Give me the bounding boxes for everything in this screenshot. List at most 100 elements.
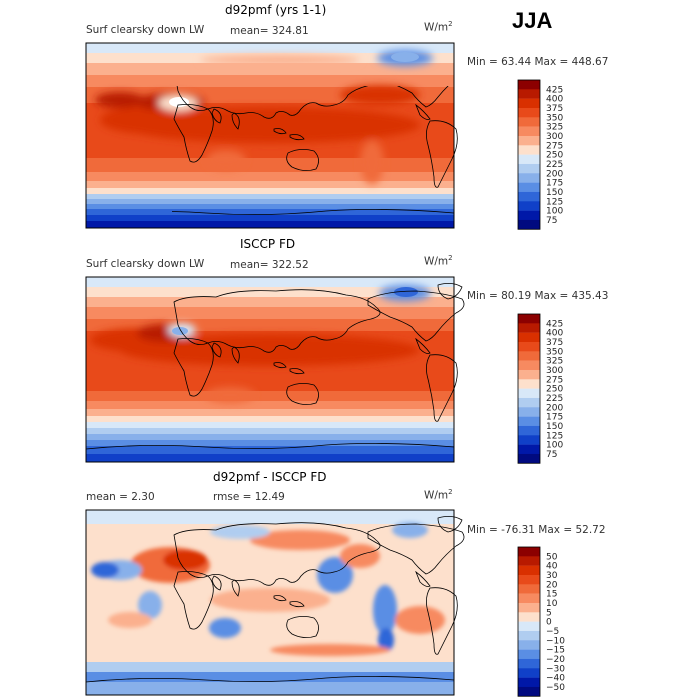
panel-1-map <box>86 43 454 228</box>
colorbar-swatch <box>518 453 540 464</box>
colorbar-swatch <box>518 565 540 576</box>
colorbar-tick-label: 200 <box>546 403 563 413</box>
colorbar-swatch <box>518 677 540 688</box>
colorbar-tick-label: 400 <box>546 329 563 339</box>
colorbar-swatch <box>518 435 540 445</box>
colorbar-swatch <box>518 191 540 202</box>
panel-1-minmax: Min = 63.44 Max = 448.67 <box>467 56 609 68</box>
colorbar-tick-label: 20 <box>546 580 558 590</box>
colorbar-swatch <box>518 117 540 127</box>
colorbar-tick-label: 10 <box>546 599 558 609</box>
panel-3-map <box>86 510 454 695</box>
colorbar-tick-label: 300 <box>546 366 563 376</box>
colorbar-tick-label: 225 <box>546 160 563 170</box>
colorbar-swatch <box>518 640 540 650</box>
panel-2-subtitle: Surf clearsky down LW <box>86 258 205 270</box>
panel-3-rmse: rmse = 12.49 <box>213 491 285 503</box>
colorbar-tick-label: 375 <box>546 104 563 114</box>
colorbar-swatch <box>518 323 540 333</box>
panel-1-frame <box>85 42 455 229</box>
colorbar-tick-label: 5 <box>546 608 552 618</box>
colorbar-tick-label: −5 <box>546 627 559 637</box>
colorbar-tick-label: 100 <box>546 441 563 451</box>
colorbar-tick-label: 125 <box>546 197 563 207</box>
colorbar-swatch <box>518 332 540 343</box>
colorbar-swatch <box>518 686 540 697</box>
colorbar-tick-label: −40 <box>546 674 565 684</box>
colorbar-frame <box>517 79 541 230</box>
colorbar-swatch <box>518 649 540 660</box>
colorbar-tick-label: 375 <box>546 338 563 348</box>
colorbar-tick-label: 200 <box>546 169 563 179</box>
panel-3-minmax: Min = -76.31 Max = 52.72 <box>467 524 606 536</box>
colorbar-tick-label: 225 <box>546 394 563 404</box>
colorbar-tick-label: 425 <box>546 319 563 329</box>
colorbar-swatch <box>518 154 540 165</box>
colorbar-swatch <box>518 173 540 183</box>
colorbar-tick-label: 350 <box>546 113 563 123</box>
colorbar-swatch <box>518 444 540 455</box>
colorbar-swatch <box>518 574 540 585</box>
colorbar-tick-label: −30 <box>546 664 565 674</box>
colorbar-swatch <box>518 80 540 90</box>
panel-3-title: d92pmf - ISCCP FD <box>213 470 327 484</box>
colorbar-swatch <box>518 388 540 399</box>
colorbar-tick-label: 40 <box>546 562 558 572</box>
colorbar-swatch <box>518 621 540 632</box>
colorbar-tick-label: 50 <box>546 552 558 562</box>
colorbar-swatch <box>518 201 540 211</box>
colorbar-tick-label: 75 <box>546 216 557 226</box>
panel-1-mean: mean= 324.81 <box>230 25 309 37</box>
colorbar-tick-label: 125 <box>546 431 563 441</box>
colorbar-tick-label: −15 <box>546 646 565 656</box>
colorbar-tick-label: −50 <box>546 683 565 693</box>
colorbar-tick-label: 150 <box>546 188 563 198</box>
colorbar-frame <box>517 546 541 697</box>
panel-1-title: d92pmf (yrs 1-1) <box>225 3 327 17</box>
colorbar-tick-label: 150 <box>546 422 563 432</box>
colorbar-swatch <box>518 369 540 380</box>
panel-2-mean: mean= 322.52 <box>230 259 309 271</box>
season-label: JJA <box>512 8 553 33</box>
colorbar-panel-2: 4254003753503253002752502252001751501251… <box>517 313 563 464</box>
panel-1-subtitle: Surf clearsky down LW <box>86 24 205 36</box>
colorbar-swatch <box>518 89 540 99</box>
colorbar-swatch <box>518 379 540 389</box>
colorbar-tick-label: 100 <box>546 207 563 217</box>
colorbar-swatch <box>518 219 540 230</box>
colorbar-swatch <box>518 407 540 417</box>
panel-2-minmax: Min = 80.19 Max = 435.43 <box>467 290 609 302</box>
colorbar-swatch <box>518 314 540 324</box>
colorbar-tick-label: 325 <box>546 123 563 133</box>
colorbar-swatch <box>518 602 540 613</box>
colorbar-swatch <box>518 668 540 678</box>
colorbar-tick-label: 400 <box>546 95 563 105</box>
colorbar-tick-label: 30 <box>546 571 558 581</box>
colorbar-tick-label: 15 <box>546 590 557 600</box>
colorbar-swatch <box>518 107 540 118</box>
colorbar-tick-label: 0 <box>546 618 552 628</box>
colorbar-swatch <box>518 163 540 174</box>
panel-3-mean: mean = 2.30 <box>86 491 155 503</box>
colorbar-swatch <box>518 341 540 352</box>
colorbar-frame <box>517 313 541 464</box>
colorbar-swatch <box>518 182 540 193</box>
colorbar-swatch <box>518 612 540 622</box>
colorbar-swatch <box>518 135 540 146</box>
colorbar-swatch <box>518 556 540 566</box>
panel-3-frame <box>85 509 455 696</box>
colorbar-tick-label: 175 <box>546 413 563 423</box>
colorbar-swatch <box>518 351 540 361</box>
colorbar-swatch <box>518 360 540 371</box>
panel-2-map <box>86 277 454 462</box>
colorbar-swatch <box>518 145 540 155</box>
panel-1-units: W/m2 <box>424 20 453 34</box>
colorbar-tick-label: −20 <box>546 655 565 665</box>
colorbar-tick-label: 300 <box>546 132 563 142</box>
colorbar-tick-label: 350 <box>546 347 563 357</box>
colorbar-swatch <box>518 98 540 109</box>
colorbar-swatch <box>518 547 540 557</box>
colorbar-swatch <box>518 210 540 221</box>
